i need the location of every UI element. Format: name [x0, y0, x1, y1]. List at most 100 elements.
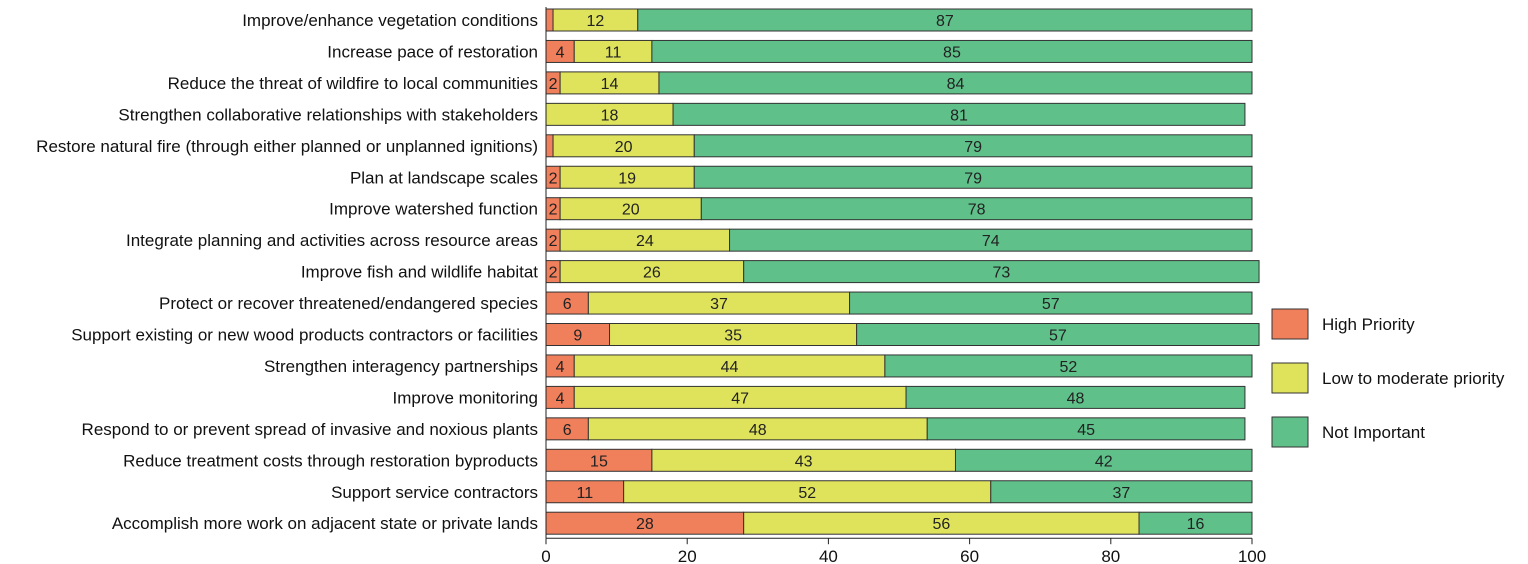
legend-swatch [1271, 362, 1309, 394]
data-label: 24 [636, 233, 654, 250]
x-tick-label: 20 [678, 547, 697, 564]
bar-segment [693, 134, 1253, 158]
data-label: 35 [724, 328, 742, 345]
bar-segment [1138, 511, 1253, 535]
data-label: 16 [1187, 516, 1205, 533]
category-label: Reduce the threat of wildfire to local c… [168, 74, 538, 93]
x-tick-label: 0 [541, 547, 550, 564]
data-label: 15 [590, 453, 608, 470]
data-label: 12 [587, 13, 605, 30]
x-axis: 0 20 40 60 80 100 [541, 7, 1266, 564]
data-label: 26 [643, 265, 661, 282]
x-tick-label: 60 [960, 547, 979, 564]
category-label: Improve monitoring [392, 388, 538, 407]
data-label: 11 [605, 44, 622, 61]
data-label: 79 [964, 139, 982, 156]
category-label: Respond to or prevent spread of invasive… [82, 420, 538, 439]
bar-segment [954, 448, 1253, 472]
bar-segment [884, 354, 1253, 378]
category-label: Support existing or new wood products co… [71, 326, 538, 345]
data-label: 20 [622, 202, 640, 219]
data-label: 6 [563, 296, 572, 313]
category-label: Improve/enhance vegetation conditions [242, 11, 538, 30]
data-label: 2 [549, 265, 558, 282]
category-label: Support service contractors [331, 483, 538, 502]
data-label: 48 [1067, 390, 1085, 407]
legend-label: Not Important [1322, 423, 1425, 442]
data-label: 2 [549, 170, 558, 187]
category-label: Strengthen interagency partnerships [264, 357, 538, 376]
category-label: Restore natural fire (through either pla… [36, 137, 538, 156]
bar-segment [729, 228, 1253, 252]
data-label: 2 [549, 202, 558, 219]
data-label: 37 [1112, 485, 1130, 502]
category-label: Accomplish more work on adjacent state o… [112, 514, 538, 533]
data-label: 56 [932, 516, 950, 533]
data-label: 81 [950, 107, 968, 124]
legend-swatch [1271, 308, 1309, 340]
data-label: 74 [982, 233, 1000, 250]
category-labels: Improve/enhance vegetation conditions Inc… [36, 11, 538, 533]
x-tick-label: 80 [1101, 547, 1120, 564]
data-label: 37 [710, 296, 728, 313]
bar-segment [905, 385, 1246, 409]
data-label: 4 [556, 44, 565, 61]
data-label: 57 [1049, 328, 1067, 345]
data-label: 18 [601, 107, 619, 124]
data-label: 2 [549, 76, 558, 93]
data-label: 73 [992, 265, 1010, 282]
category-label: Increase pace of restoration [327, 42, 538, 61]
bar-segment [990, 480, 1253, 504]
data-label: 20 [615, 139, 633, 156]
data-label: 52 [1060, 359, 1078, 376]
data-label: 47 [731, 390, 749, 407]
data-label: 2 [549, 233, 558, 250]
category-label: Improve fish and wildlife habitat [301, 263, 538, 282]
legend: High Priority Low to moderate priority Not… [1271, 308, 1505, 448]
legend-swatch [1271, 416, 1309, 448]
data-label: 87 [936, 13, 954, 30]
category-label: Plan at landscape scales [350, 168, 538, 187]
data-label: 19 [618, 170, 636, 187]
bar-segment [658, 71, 1253, 95]
legend-label: Low to moderate priority [1322, 369, 1505, 388]
bar-segment [545, 8, 554, 32]
data-label: 9 [573, 328, 582, 345]
data-label: 42 [1095, 453, 1113, 470]
category-label: Strengthen collaborative relationships w… [118, 105, 538, 124]
data-label: 4 [556, 359, 565, 376]
x-tick-label: 40 [819, 547, 838, 564]
bar-segment [672, 102, 1246, 126]
data-label: 28 [636, 516, 654, 533]
bar-segment [637, 8, 1253, 32]
data-label: 6 [563, 422, 572, 439]
bar-segment [700, 197, 1253, 221]
data-label: 43 [795, 453, 813, 470]
data-label: 52 [798, 485, 816, 502]
data-label: 57 [1042, 296, 1060, 313]
data-label: 85 [943, 44, 961, 61]
bar-segment [856, 323, 1260, 346]
category-label: Improve watershed function [329, 200, 538, 219]
x-tick-label: 100 [1238, 547, 1266, 564]
bar-segment [545, 134, 554, 158]
category-label: Protect or recover threatened/endangered… [159, 294, 538, 313]
legend-label: High Priority [1322, 315, 1415, 334]
data-label: 14 [601, 76, 619, 93]
category-label: Integrate planning and activities across… [126, 231, 538, 250]
bar-segment [849, 291, 1253, 315]
bar-segment [926, 417, 1246, 441]
data-label: 79 [964, 170, 982, 187]
bar-segment [743, 260, 1260, 284]
data-label: 48 [749, 422, 767, 439]
data-label: 44 [721, 359, 739, 376]
data-label: 45 [1077, 422, 1095, 439]
bar-segment [651, 39, 1253, 63]
data-label: 84 [947, 76, 965, 93]
data-label: 4 [556, 390, 565, 407]
data-label: 11 [577, 485, 594, 502]
bar-segment [693, 165, 1253, 189]
category-label: Reduce treatment costs through restorati… [123, 451, 538, 470]
